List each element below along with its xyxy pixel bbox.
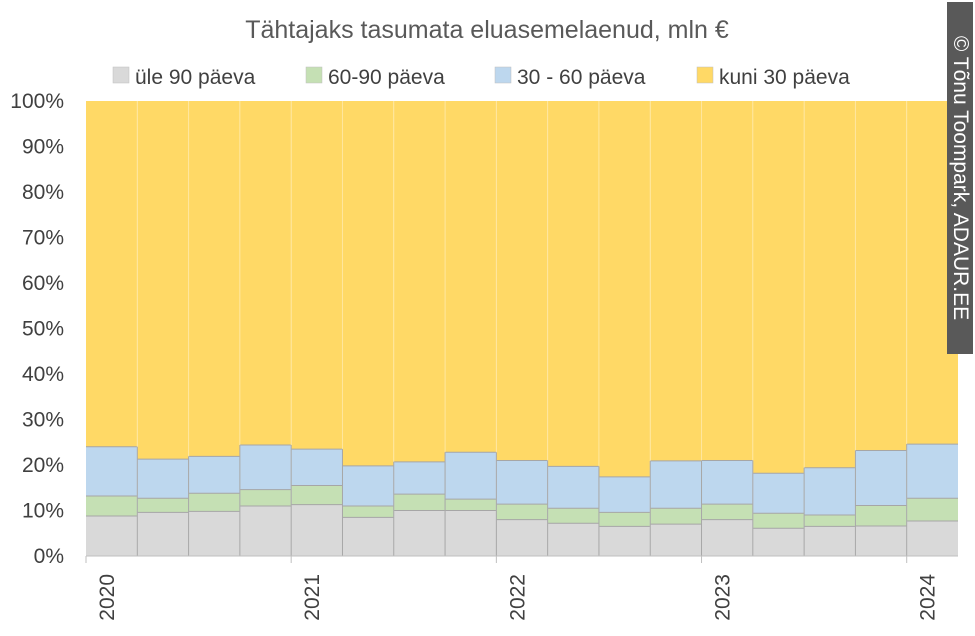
legend-label: 60-90 päeva [328, 66, 445, 89]
plot-area [86, 101, 958, 556]
bar-segment [496, 504, 548, 520]
bar-segment [855, 101, 907, 451]
bar-segment [547, 523, 599, 556]
bar-segment [393, 510, 446, 556]
bar-segment [701, 101, 753, 461]
bar-segment [445, 101, 497, 453]
bar-segment [547, 101, 599, 467]
bar-segment [701, 519, 753, 556]
bar-segment [804, 467, 856, 516]
y-tick-label: 80% [22, 181, 64, 204]
bar-segment [86, 515, 138, 556]
bar-segment [906, 498, 958, 521]
bar-segment [496, 519, 548, 556]
bar-segment [342, 517, 394, 556]
bar-segment [855, 525, 907, 556]
bar-segment [650, 524, 702, 556]
bar-segment [188, 511, 240, 556]
y-tick-label: 30% [22, 409, 64, 432]
legend-label: üle 90 päeva [135, 66, 256, 89]
bar-segment [650, 508, 702, 525]
bar-segment [855, 450, 907, 506]
y-tick-label: 40% [22, 363, 64, 386]
bar-segment [291, 101, 343, 450]
bar-segment [701, 460, 753, 505]
bar-segment [188, 493, 240, 512]
legend-swatch [696, 66, 714, 84]
x-axis: 2020 2021 2022 2023 2024 [85, 555, 958, 621]
x-tick-label: 2024 [917, 574, 940, 621]
bar-segment [752, 513, 805, 529]
bar-segment [137, 101, 189, 460]
bar-segment [598, 476, 651, 513]
bar-segment [650, 101, 702, 461]
bar-segment [239, 444, 292, 490]
bar-segment [598, 101, 651, 477]
legend-swatch [112, 66, 130, 84]
credit-label: © Tõnu Toompark, ADAUR.EE [947, 2, 973, 354]
bar-segment [906, 444, 958, 499]
bar-segment [291, 504, 343, 556]
bar-segment [86, 446, 138, 496]
bar-segment [239, 101, 292, 445]
bar-segment [701, 504, 753, 520]
bar-segment [342, 465, 394, 506]
bar-segment [188, 101, 240, 457]
y-tick-label: 50% [22, 318, 64, 341]
bar-segment [598, 526, 651, 556]
y-tick-label: 90% [22, 136, 64, 159]
bar-segment [137, 512, 189, 556]
bar-segment [86, 495, 138, 516]
y-tick-label: 70% [22, 227, 64, 250]
y-tick-label: 10% [22, 500, 64, 523]
y-axis: 0% 10% 20% 30% 40% 50% 60% 70% 80% 90% 100% [10, 90, 64, 568]
bar-segment [445, 510, 497, 556]
bar-segment [547, 466, 599, 509]
x-tick-label: 2021 [301, 574, 324, 621]
x-tick-label: 2022 [506, 574, 529, 621]
credit-text: © Tõnu Toompark, ADAUR.EE [949, 35, 973, 321]
bar-segment [342, 101, 394, 466]
bar-segment [752, 101, 805, 474]
bar-segment [239, 489, 292, 506]
bar-segment [137, 459, 189, 499]
legend-label: 30 - 60 päeva [517, 66, 646, 89]
bar-segment [239, 505, 292, 556]
bar-segment [445, 499, 497, 511]
bar-segment [393, 101, 446, 462]
bar-segment [496, 460, 548, 505]
bar-segment [393, 461, 446, 495]
y-tick-label: 60% [22, 272, 64, 295]
bar-segment [752, 473, 805, 514]
bar-segment [188, 456, 240, 494]
bar-segment [86, 101, 138, 447]
bar-segment [650, 460, 702, 509]
legend-swatch [305, 66, 323, 84]
legend-swatch [494, 66, 512, 84]
chart-title: Tähtajaks tasumata eluasemelaenud, mln € [245, 16, 729, 44]
bar-segment [804, 101, 856, 468]
bar-segment [598, 512, 651, 527]
bar-segment [804, 515, 856, 527]
y-tick-label: 100% [10, 90, 64, 113]
bar-segment [393, 494, 446, 511]
bar-segment [291, 485, 343, 505]
bar-segment [496, 101, 548, 461]
bar-segment [445, 452, 497, 500]
bar-segment [291, 449, 343, 486]
x-tick-label: 2023 [712, 574, 735, 621]
y-tick-label: 0% [34, 545, 64, 568]
legend-label: kuni 30 päeva [719, 66, 850, 89]
bar-segment [137, 498, 189, 513]
bar-segment [752, 528, 805, 556]
y-tick-label: 20% [22, 454, 64, 477]
bar-segment [855, 505, 907, 526]
x-tick-label: 2020 [96, 574, 119, 621]
bar-segment [906, 520, 958, 556]
legend: üle 90 päeva 60-90 päeva 30 - 60 päeva kuni… [112, 66, 850, 89]
bar-segment [804, 526, 856, 556]
bar-segment [547, 508, 599, 524]
bar-segment [342, 505, 394, 518]
